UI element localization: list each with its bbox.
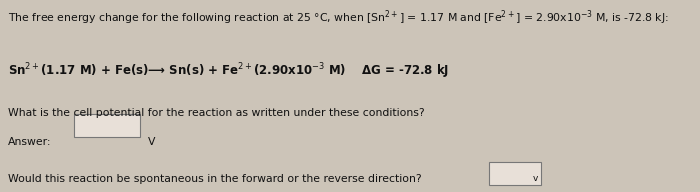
Text: The free energy change for the following reaction at 25 °C, when [Sn$^{2+}$] = 1: The free energy change for the following… — [8, 9, 669, 27]
Text: V: V — [148, 137, 156, 147]
Text: What is the cell potential for the reaction as written under these conditions?: What is the cell potential for the react… — [8, 108, 425, 118]
FancyBboxPatch shape — [74, 114, 140, 137]
Text: Would this reaction be spontaneous in the forward or the reverse direction?: Would this reaction be spontaneous in th… — [8, 174, 422, 184]
Text: v: v — [533, 174, 538, 183]
FancyBboxPatch shape — [489, 162, 541, 185]
Text: Answer:: Answer: — [8, 137, 52, 147]
Text: Sn$^{2+}$(1.17 M) + Fe(s)⟶ Sn(s) + Fe$^{2+}$(2.90x10$^{-3}$ M)    ΔG = -72.8 kJ: Sn$^{2+}$(1.17 M) + Fe(s)⟶ Sn(s) + Fe$^{… — [8, 61, 449, 81]
